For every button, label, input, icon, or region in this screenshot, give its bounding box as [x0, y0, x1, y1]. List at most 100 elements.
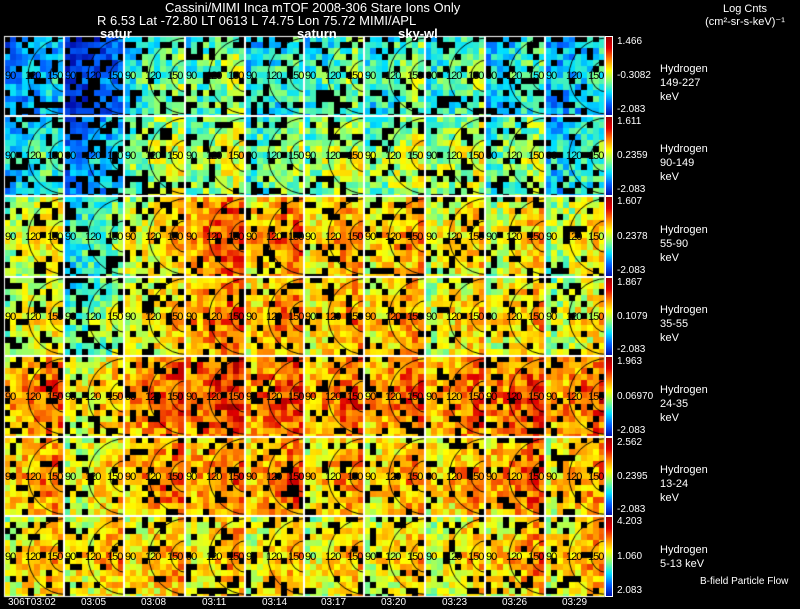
angle-label-150: 150 — [47, 550, 63, 563]
overlay-label-saturn: saturn — [297, 26, 337, 41]
colorbar-mid-label: 0.2395 — [617, 470, 648, 482]
angle-label-90: 90 — [5, 310, 16, 323]
angle-label-150: 150 — [407, 550, 423, 563]
units-line2: (cm²-sr-s-keV)⁻¹ — [705, 16, 785, 28]
angle-label-150: 150 — [407, 70, 423, 82]
time-label: 03:26 — [502, 597, 528, 608]
angle-label-150: 150 — [167, 390, 183, 403]
angle-label-120: 120 — [145, 390, 161, 403]
colorbar-min-label: -2.083 — [617, 265, 646, 276]
angle-label-90: 90 — [546, 70, 557, 82]
angle-label-150: 150 — [528, 550, 544, 563]
row-label-species: Hydrogen — [660, 463, 708, 476]
angle-label-90: 90 — [246, 390, 257, 403]
colorbar-max-label: 2.562 — [617, 437, 643, 448]
angle-label-120: 120 — [145, 550, 161, 563]
angle-label-90: 90 — [125, 70, 136, 82]
angle-label-120: 120 — [325, 70, 341, 82]
angle-label-120: 120 — [145, 70, 161, 82]
angle-label-90: 90 — [5, 550, 16, 563]
angle-label-120: 120 — [266, 390, 282, 403]
angle-label-120: 120 — [385, 390, 401, 403]
angle-label-90: 90 — [186, 470, 197, 483]
colorbar-mid-label: -0.3082 — [617, 70, 651, 81]
angle-label-90: 90 — [125, 390, 136, 403]
angle-label-90: 90 — [486, 310, 497, 323]
angle-label-90: 90 — [65, 230, 76, 243]
row-label-species: Hydrogen — [660, 383, 708, 396]
time-label: 03:05 — [81, 597, 107, 608]
colorbar-5 — [605, 437, 613, 516]
angle-label-150: 150 — [167, 310, 183, 323]
units-line1: Log Cnts — [722, 3, 768, 15]
angle-label-120: 120 — [206, 150, 222, 162]
colorbar-mid-label: 1.060 — [617, 550, 643, 562]
angle-label-120: 120 — [266, 310, 282, 323]
colorbar-min-label: 2.083 — [617, 585, 643, 596]
time-label: 306T03:02 — [8, 597, 56, 608]
angle-label-150: 150 — [407, 470, 423, 483]
angle-label-150: 150 — [167, 470, 183, 483]
angle-label-120: 120 — [85, 150, 101, 162]
angle-label-150: 150 — [588, 150, 604, 162]
angle-label-120: 120 — [85, 470, 101, 483]
angle-label-150: 150 — [468, 550, 484, 563]
row-label: Hydrogen 90-149 keV — [660, 142, 708, 184]
angle-label-90: 90 — [486, 470, 497, 483]
angle-label-90: 90 — [186, 70, 197, 82]
angle-label-120: 120 — [325, 390, 341, 403]
angle-label-90: 90 — [486, 150, 497, 162]
angle-label-120: 120 — [206, 550, 222, 563]
angle-label-90: 90 — [246, 150, 257, 162]
angle-label-120: 120 — [446, 230, 462, 243]
angle-label-150: 150 — [47, 230, 63, 243]
angle-label-90: 90 — [5, 150, 16, 162]
angle-label-150: 150 — [228, 310, 244, 323]
colorbar-0 — [605, 36, 613, 116]
angle-label-120: 120 — [25, 310, 41, 323]
time-label: 03:29 — [562, 597, 588, 608]
angle-label-90: 90 — [5, 470, 16, 483]
angle-label-120: 120 — [206, 310, 222, 323]
angle-label-90: 90 — [186, 150, 197, 162]
angle-label-120: 120 — [266, 230, 282, 243]
angle-label-120: 120 — [385, 550, 401, 563]
angle-label-150: 150 — [288, 150, 304, 162]
angle-label-150: 150 — [167, 70, 183, 82]
angle-label-120: 120 — [566, 70, 582, 82]
angle-label-90: 90 — [546, 390, 557, 403]
angle-label-150: 150 — [167, 230, 183, 243]
angle-label-150: 150 — [107, 390, 123, 403]
angle-label-90: 90 — [426, 150, 437, 162]
angle-label-120: 120 — [25, 470, 41, 483]
angle-label-120: 120 — [266, 70, 282, 82]
angle-label-150: 150 — [588, 550, 604, 563]
angle-label-150: 150 — [407, 150, 423, 162]
angle-label-150: 150 — [107, 310, 123, 323]
colorbar-mid-label: 0.2378 — [617, 230, 648, 242]
angle-label-120: 120 — [325, 470, 341, 483]
angle-label-90: 90 — [305, 150, 316, 162]
angle-label-150: 150 — [347, 470, 363, 483]
colorbar-min-label: -2.083 — [617, 344, 646, 355]
angle-label-120: 120 — [325, 150, 341, 162]
row-label: Hydrogen 5-13 keV — [660, 543, 708, 571]
row-label-energy: 13-24 keV — [660, 477, 689, 504]
colorbar-min-label: -2.083 — [617, 425, 646, 436]
angle-label-120: 120 — [446, 550, 462, 563]
row-label-energy: 90-149 keV — [660, 157, 695, 183]
angle-label-90: 90 — [365, 310, 376, 323]
colorbar-6 — [605, 516, 613, 597]
angle-label-150: 150 — [107, 550, 123, 563]
angle-label-90: 90 — [426, 230, 437, 243]
angle-label-90: 90 — [5, 230, 16, 243]
units-label: Log Cnts (cm²-sr-s-keV)⁻¹ — [690, 3, 800, 29]
time-label: 03:14 — [262, 597, 288, 608]
colorbar-max-label: 1.607 — [617, 196, 643, 207]
angle-label-120: 120 — [506, 470, 522, 483]
angle-label-90: 90 — [546, 470, 557, 483]
colorbar-max-label: 4.203 — [617, 516, 643, 527]
overlay-label-sky: sky-wl — [398, 26, 438, 41]
angle-label-120: 120 — [206, 70, 222, 82]
angle-label-120: 120 — [25, 230, 41, 243]
